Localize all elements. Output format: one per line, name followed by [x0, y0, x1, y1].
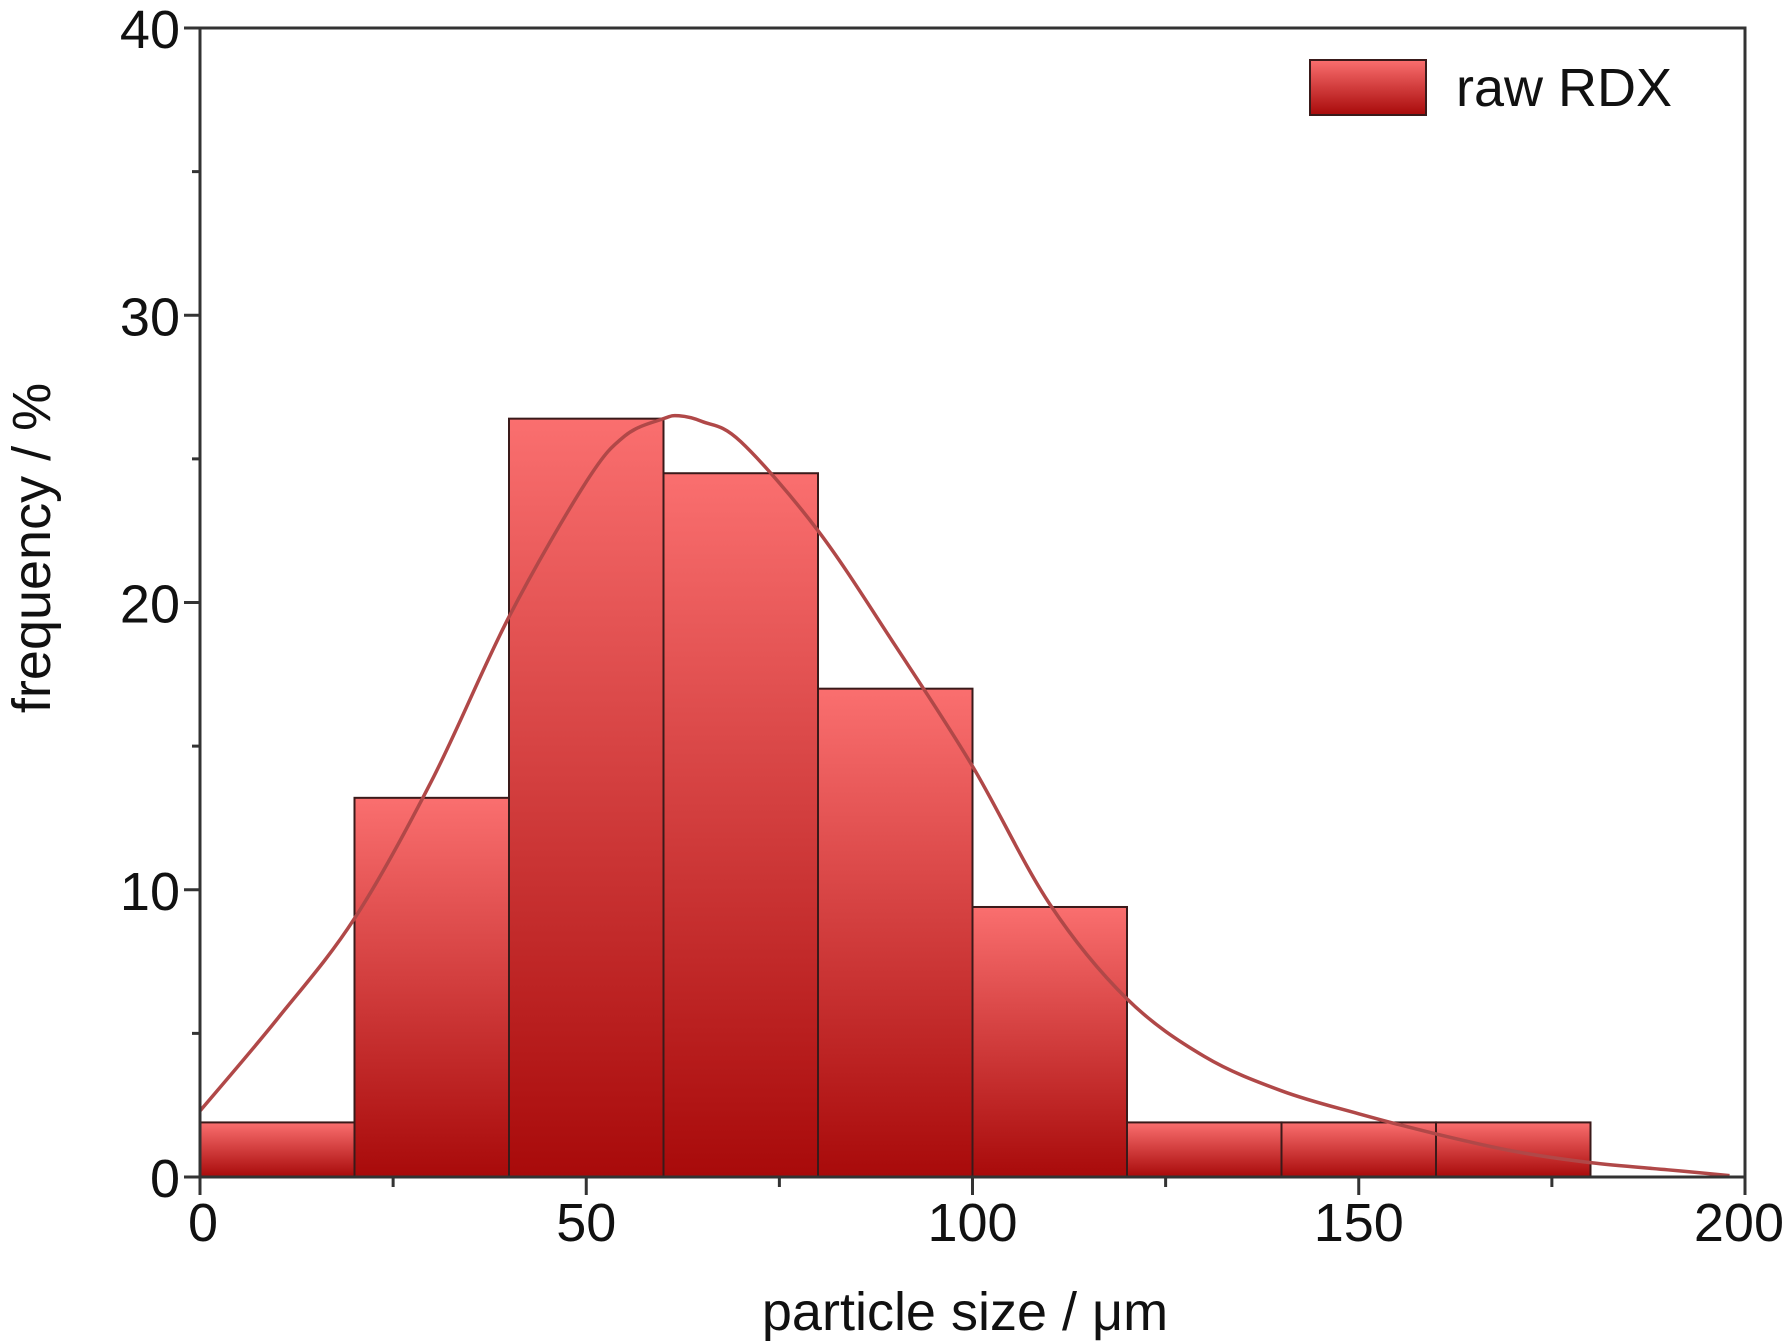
- histogram-bar-1: [353, 796, 510, 1179]
- legend-swatch: [1309, 59, 1427, 116]
- x-axis-title: particle size / μm: [762, 1282, 1168, 1342]
- legend-label: raw RDX: [1456, 58, 1672, 118]
- y-tick-label: 0: [150, 1149, 180, 1209]
- y-tick-label: 20: [120, 575, 180, 635]
- legend: raw RDX: [1309, 58, 1672, 118]
- histogram-bar-2: [508, 417, 665, 1179]
- ticks-group: [184, 26, 1747, 1195]
- tick-labels-group: 0 50 100 150 200 0 10 20 30 40: [120, 0, 1784, 1253]
- x-tick-label: 150: [1314, 1193, 1404, 1253]
- x-tick-label: 100: [927, 1193, 1017, 1253]
- histogram-bar-6: [1126, 1121, 1283, 1178]
- fit-curve-group: [198, 413, 1730, 1178]
- bars-group: [199, 417, 1592, 1179]
- y-tick-label: 30: [120, 287, 180, 347]
- x-tick-label: 200: [1694, 1193, 1784, 1253]
- x-tick-label: 0: [188, 1193, 218, 1253]
- histogram-bar-7: [1280, 1121, 1437, 1178]
- histogram-bar-4: [817, 687, 974, 1178]
- y-axis-title: frequency / %: [2, 383, 62, 713]
- x-tick-label: 50: [556, 1193, 616, 1253]
- histogram-bar-0: [199, 1121, 356, 1178]
- fit-curve: [198, 413, 1730, 1178]
- histogram-bar-3: [662, 472, 819, 1178]
- histogram-bar-5: [971, 905, 1128, 1178]
- y-tick-label: 10: [120, 862, 180, 922]
- y-tick-label: 40: [120, 0, 180, 60]
